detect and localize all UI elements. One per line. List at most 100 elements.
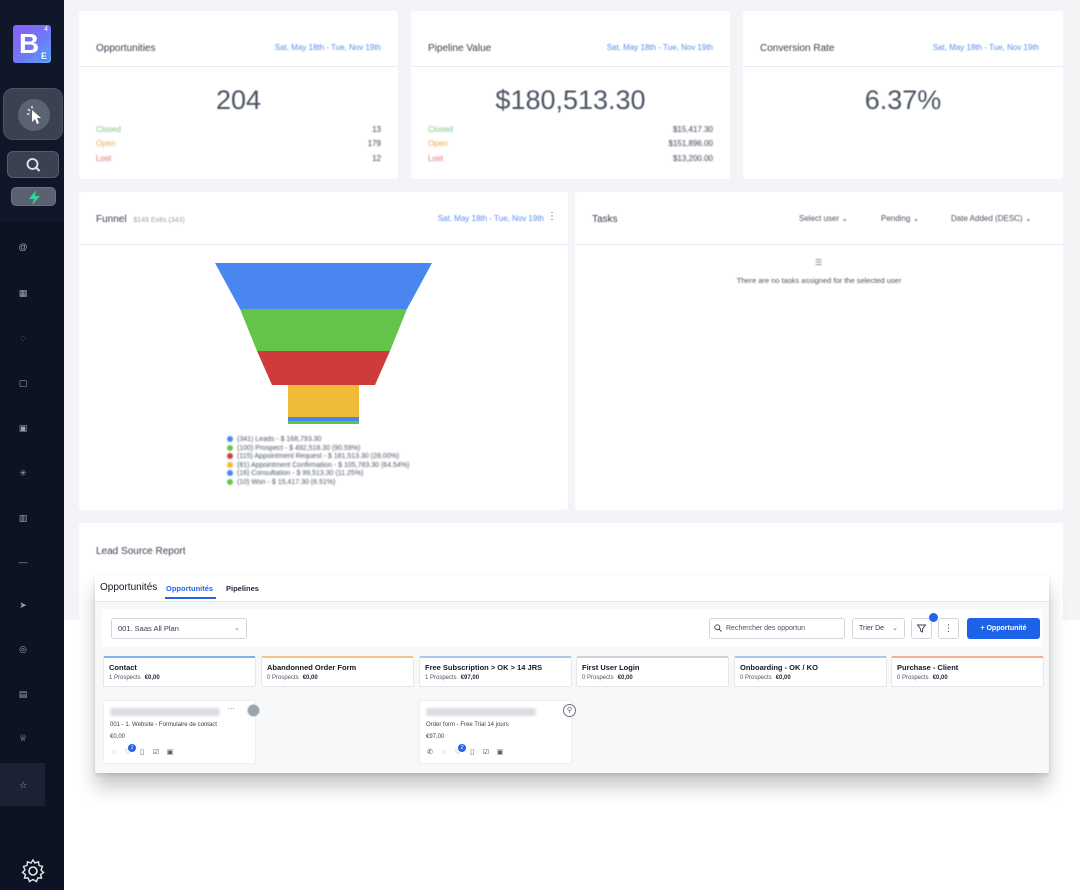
status-dropdown[interactable]: Pending ⌄ — [881, 214, 920, 223]
trophy-icon[interactable]: ♕ — [18, 733, 28, 743]
stage-column-purchase-client[interactable]: Purchase - Client 0 Prospects €0,00 — [891, 656, 1044, 687]
document-icon[interactable]: ▯ — [140, 749, 144, 756]
cursor-click-icon — [18, 99, 50, 131]
conversion-rate-value: 6.37% — [864, 85, 942, 115]
opportunity-name-redacted — [110, 708, 220, 716]
date-range[interactable]: Sat, May 18th - Tue, Nov 19th — [606, 43, 713, 52]
avatar[interactable] — [247, 704, 260, 717]
filter-button[interactable] — [911, 618, 932, 639]
divider — [743, 66, 1063, 67]
funnel-stage-consultation — [288, 417, 359, 421]
chat-icon[interactable]: ◌ — [20, 333, 26, 343]
opportunities-card: Opportunities Sat, May 18th - Tue, Nov 1… — [79, 11, 398, 179]
pipeline-select[interactable]: 001. Saas All Plan ⌄ — [111, 618, 247, 639]
more-icon[interactable]: … — [227, 702, 235, 711]
task-icon[interactable]: ☑ — [152, 749, 160, 756]
legend-item: (100) Prospect - $ 492,518.30 (90.59%) — [227, 445, 467, 454]
building-icon[interactable]: ▥ — [18, 513, 28, 523]
card-actions: ◌ ♡ 1 ▯ ☑ ▣ — [110, 744, 174, 759]
panel-header: Opportunités Opportunités Pipelines — [95, 576, 1049, 602]
tag-count-badge: 1 — [128, 744, 136, 752]
card-actions: ✆ ◌ ♡ 2 ▯ ☑ ▣ — [426, 744, 504, 759]
phone-icon[interactable]: ✆ — [427, 749, 433, 756]
empty-tasks-message: There are no tasks assigned for the sele… — [736, 276, 902, 285]
assign-user-icon[interactable]: ⚲ — [563, 704, 576, 717]
at-icon[interactable]: @ — [18, 242, 28, 252]
funnel-chart — [215, 263, 432, 424]
chat-icon[interactable]: ◌ — [111, 749, 117, 756]
opportunity-card[interactable]: … 001 - 1. Website - Formulaire de conta… — [103, 700, 260, 764]
contacts-icon[interactable]: ▣ — [18, 423, 28, 433]
legend-item: (10) Won - $ 15,417.30 (6.51%) — [227, 479, 467, 488]
minus-icon[interactable]: — — [18, 557, 28, 567]
more-options-button[interactable]: ⋮ — [938, 618, 959, 639]
card-title: Funnel $149 Ex8s (343) — [96, 214, 185, 225]
search-icon — [26, 158, 41, 172]
task-icon[interactable]: ☑ — [482, 749, 490, 756]
calendar-icon[interactable]: ▣ — [166, 749, 174, 756]
opportunity-card[interactable]: ⚲ Order form - Free Trial 14 jours €97,0… — [419, 700, 576, 764]
star-icon: ☆ — [18, 780, 28, 790]
opportunity-name-redacted — [426, 708, 536, 716]
toolbar: 001. Saas All Plan ⌄ Rechercher des oppo… — [102, 609, 1042, 647]
tasks-card: Tasks Select user ⌄ Pending ⌄ Date Added… — [575, 192, 1063, 510]
search-button[interactable] — [7, 151, 59, 178]
add-opportunity-button[interactable]: + Opportunité — [967, 618, 1040, 639]
sidebar: B 4 E @ ▦ ◌ ▢ ▣ ✳ ▥ — ➤ ◎ ▤ ♕ ☆ — [0, 0, 64, 890]
stage-column-first-user-login[interactable]: First User Login 0 Prospects €0,00 — [576, 656, 729, 687]
dashboard: Opportunities Sat, May 18th - Tue, Nov 1… — [64, 0, 1080, 620]
stage-column-abandoned-order-form[interactable]: Abandonned Order Form 0 Prospects €0,00 — [261, 656, 414, 687]
funnel-stage-appointment-confirmation — [288, 385, 359, 417]
document-icon[interactable]: ▯ — [470, 749, 474, 756]
sort-dropdown[interactable]: Trier De ⌄ — [852, 618, 905, 639]
cursor-click-button[interactable] — [3, 88, 63, 140]
stage-name: Purchase - Client — [897, 663, 959, 672]
sort-dropdown[interactable]: Date Added (DESC) ⌄ — [951, 214, 1032, 223]
tag-icon[interactable]: ♡ 2 — [454, 744, 466, 757]
stage-column-contact[interactable]: Contact 1 Prospects €0,00 — [103, 656, 256, 687]
stage-summary: 0 Prospects €0,00 — [267, 675, 318, 681]
send-icon[interactable]: ➤ — [19, 600, 27, 610]
opportunity-value: €0,00 — [110, 734, 126, 740]
tag-icon[interactable]: ♡ 1 — [124, 744, 136, 757]
stage-column-onboarding[interactable]: Onboarding - OK / KO 0 Prospects €0,00 — [734, 656, 887, 687]
tab-opportunites[interactable]: Opportunités — [166, 584, 214, 593]
opportunity-value: €97,00 — [426, 734, 445, 740]
brand-logo[interactable]: B 4 E — [13, 25, 51, 63]
search-input[interactable]: Rechercher des opportun — [709, 618, 845, 639]
date-range[interactable]: Sat, May 18th - Tue, Nov 19th — [932, 43, 1039, 52]
card-title: Opportunities — [96, 43, 156, 54]
stage-summary: 1 Prospects €97,00 — [425, 675, 480, 681]
tab-pipelines[interactable]: Pipelines — [226, 584, 259, 593]
sidebar-item-favorites[interactable]: ☆ — [0, 763, 45, 806]
refresh-icon[interactable]: ◎ — [19, 644, 27, 654]
date-range[interactable]: Sat, May 18th - Tue, Nov 19th — [437, 214, 544, 223]
date-range[interactable]: Sat, May 18th - Tue, Nov 19th — [274, 43, 381, 52]
select-user-dropdown[interactable]: Select user ⌄ — [799, 214, 848, 223]
gear-icon[interactable] — [20, 858, 46, 884]
stage-summary: 0 Prospects €0,00 — [740, 675, 791, 681]
funnel-stage-won — [288, 421, 359, 424]
card-title: Conversion Rate — [760, 43, 835, 54]
funnel-card: Funnel $149 Ex8s (343) Sat, May 18th - T… — [79, 192, 568, 510]
logo-letter: B — [19, 28, 40, 59]
box-icon[interactable]: ▤ — [18, 689, 28, 699]
funnel-legend: (341) Leads - $ 168,793.30 (100) Prospec… — [227, 436, 467, 487]
chat-icon[interactable]: ◌ — [441, 749, 447, 756]
grid-icon[interactable]: ▦ — [18, 288, 28, 298]
stage-summary: 0 Prospects €0,00 — [582, 675, 633, 681]
asterisk-icon[interactable]: ✳ — [19, 468, 27, 478]
opportunity-source: Order form - Free Trial 14 jours — [426, 722, 509, 728]
card-title: Tasks — [592, 214, 618, 225]
stage-column-free-subscription[interactable]: Free Subscription > OK > 14 JRS 1 Prospe… — [419, 656, 572, 687]
calendar-icon[interactable]: ▣ — [496, 749, 504, 756]
stage-summary: 0 Prospects €0,00 — [897, 675, 948, 681]
funnel-stage-prospect — [240, 309, 407, 351]
kebab-menu-icon[interactable]: ⋮ — [547, 211, 557, 222]
stage-name: First User Login — [582, 663, 640, 672]
stage-name: Contact — [109, 663, 137, 672]
legend-item: (115) Appointment Request - $ 181,513.30… — [227, 453, 467, 462]
calendar-icon[interactable]: ▢ — [18, 378, 28, 388]
quick-actions-button[interactable] — [11, 187, 56, 206]
panel-title: Opportunités — [100, 582, 158, 593]
